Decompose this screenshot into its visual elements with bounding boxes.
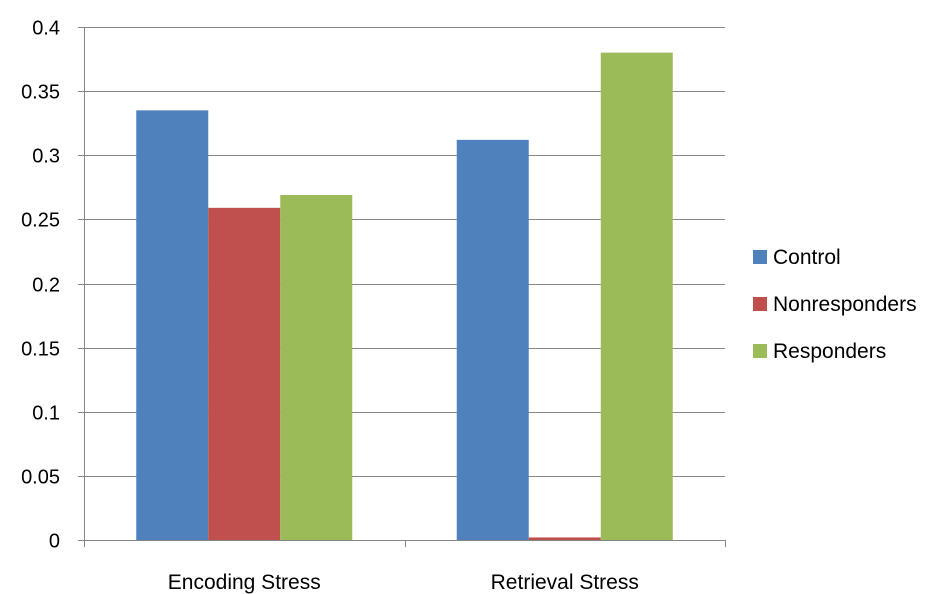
y-tick-label: 0.3 (32, 146, 60, 168)
legend-label-control: Control (773, 246, 841, 269)
y-tick-label: 0.05 (21, 467, 60, 489)
x-category-label: Retrieval Stress (491, 571, 639, 594)
y-tick-label: 0.4 (32, 18, 60, 40)
y-tick-label: 0.35 (21, 82, 60, 104)
y-tick-label: 0.25 (21, 210, 60, 232)
y-tick-label: 0.15 (21, 339, 60, 361)
y-tick-label: 0 (49, 531, 60, 553)
bar-nonresponders-2 (528, 537, 601, 540)
legend-label-responders: Responders (773, 340, 886, 363)
y-tick-labels: 0 0.05 0.1 0.15 0.2 0.25 0.3 0.35 0.4 (21, 18, 60, 553)
legend-swatch-control (753, 250, 767, 264)
legend-swatch-responders (753, 344, 767, 358)
y-tick-label: 0.1 (32, 403, 60, 425)
y-tick-label: 0.2 (32, 275, 60, 297)
bar-responders-1 (280, 195, 353, 540)
legend-swatch-nonresponders (753, 297, 767, 311)
x-category-label: Encoding Stress (168, 571, 321, 594)
category-labels: Encoding Stress Retrieval Stress (168, 571, 639, 594)
bar-control-2 (456, 139, 529, 541)
bar-responders-2 (600, 52, 673, 541)
bar-control-1 (136, 110, 209, 541)
bars (136, 52, 673, 541)
legend: Control Nonresponders Responders (753, 246, 917, 363)
axes (78, 27, 726, 547)
legend-label-nonresponders: Nonresponders (773, 293, 917, 316)
bar-nonresponders-1 (208, 207, 281, 540)
